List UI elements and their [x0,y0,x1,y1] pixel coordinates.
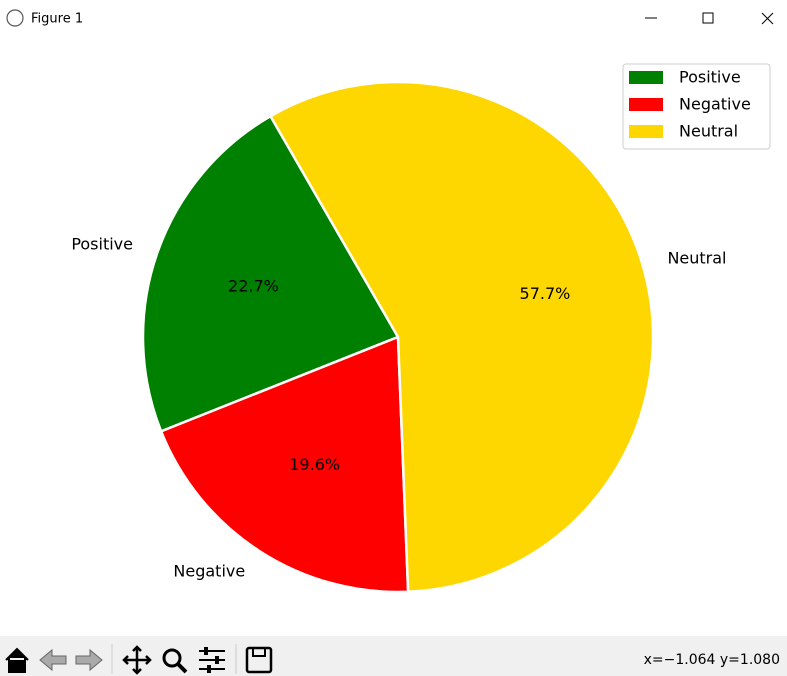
title-bar [0,0,787,38]
zoom-button[interactable] [162,648,182,668]
legend: Positive Negative Neutral [622,63,771,150]
pct-label: 57.7% [520,284,571,303]
pie-wedge [268,80,655,594]
toolbar [0,636,787,676]
pie-wedge [159,335,410,594]
legend-swatch [629,98,663,111]
close-button[interactable] [761,12,774,25]
pct-label: 22.7% [228,276,279,295]
pie-wedge [141,114,400,433]
pct-label: 19.6% [289,455,340,474]
status-text: x=−1.064 y=1.080 [644,652,780,668]
back-button[interactable] [39,648,67,672]
pan-button[interactable] [122,645,152,675]
forward-button[interactable] [75,648,103,672]
legend-label: Negative [679,95,751,114]
wedge-label: Positive [71,235,133,254]
legend-swatch [629,71,663,84]
configure-button[interactable] [204,647,208,655]
legend-label: Positive [679,68,741,87]
pie: 22.7% Positive 19.6% Negative 57.7% Neutral [71,80,727,594]
home-button[interactable] [5,647,29,673]
window-title: Figure 1 [31,12,83,27]
wedge-label: Negative [173,562,245,581]
maximize-button[interactable] [702,12,714,24]
legend-swatch [629,125,663,138]
legend-label: Neutral [679,122,738,141]
app-icon [6,9,24,27]
wedge-label: Neutral [667,249,726,268]
